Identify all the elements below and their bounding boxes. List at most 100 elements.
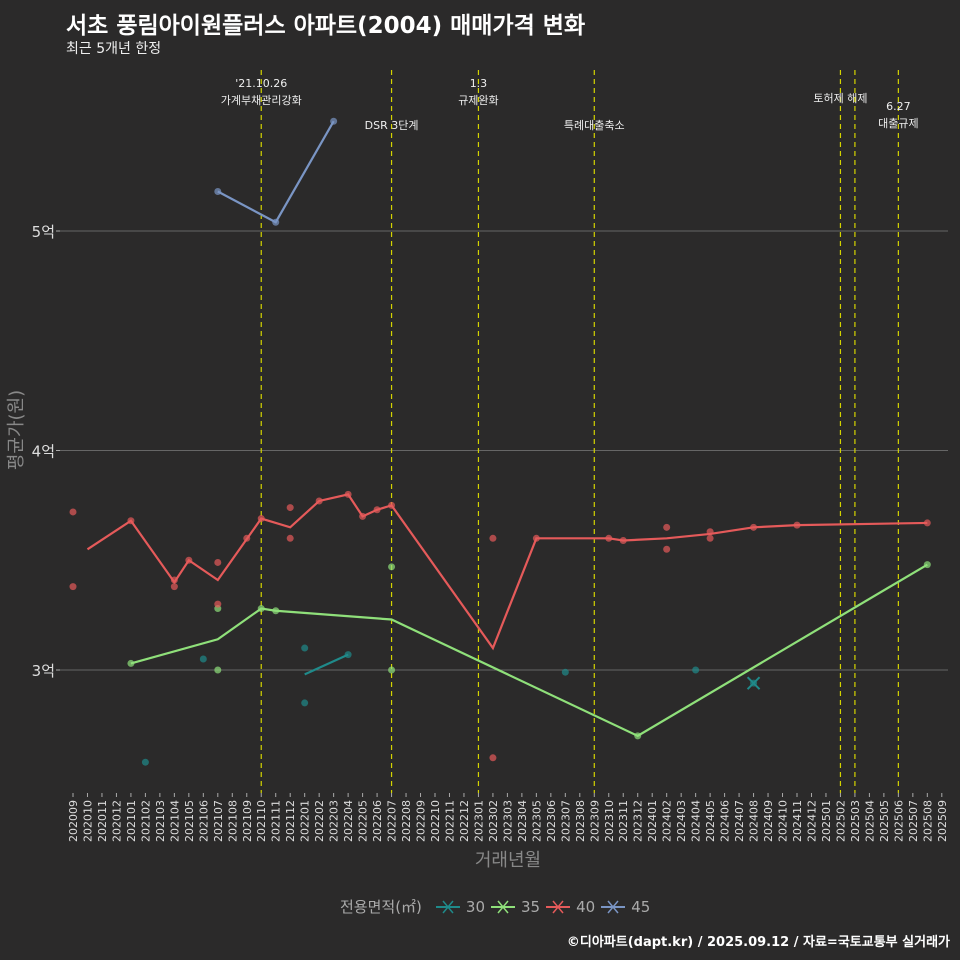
- x-tick-label: 202506: [892, 800, 905, 842]
- x-tick-label: 202408: [748, 800, 761, 842]
- event-label: 대출규제: [878, 117, 918, 130]
- x-tick-label: 202010: [81, 800, 94, 842]
- data-point-40: [388, 501, 396, 509]
- x-tick-label: 202012: [110, 800, 123, 842]
- x-tick-label: 202305: [530, 800, 543, 842]
- data-point-40: [69, 583, 77, 591]
- data-point-40: [170, 583, 178, 591]
- series-line-45: [217, 120, 335, 224]
- x-tick-label: 202112: [284, 800, 297, 842]
- data-point-35: [272, 607, 280, 615]
- x-tick-label: 202103: [154, 800, 167, 842]
- x-tick-label: 202304: [516, 800, 529, 842]
- chart-title: 서초 풍림아이원플러스 아파트(2004) 매매가격 변화: [66, 13, 586, 39]
- x-tick-label: 202503: [849, 800, 862, 842]
- x-tick-label: 202310: [603, 800, 616, 842]
- data-point-40: [605, 534, 613, 542]
- data-point-40: [532, 534, 540, 542]
- y-tick-label: 5억: [32, 223, 55, 241]
- x-tick-label: 202411: [791, 800, 804, 842]
- y-tick-label: 3억: [32, 662, 55, 680]
- data-point-40: [619, 536, 627, 544]
- data-point-40: [923, 519, 931, 527]
- x-tick-label: 202106: [197, 800, 210, 842]
- data-point-35: [634, 732, 642, 740]
- legend-swatch-icon: [601, 900, 626, 913]
- x-tick-label: 202009: [67, 800, 80, 842]
- data-point-40: [706, 528, 714, 536]
- event-label: 특례대출축소: [564, 119, 625, 132]
- data-point-40: [214, 600, 222, 608]
- x-tick-label: 202101: [125, 800, 138, 842]
- x-tick-label: 202205: [357, 800, 370, 842]
- event-label: 토허제 해제: [813, 91, 867, 105]
- highlight-x-marker: [746, 676, 761, 690]
- data-point-40: [793, 521, 801, 529]
- series-line-35: [130, 563, 928, 738]
- data-point-40: [706, 534, 714, 542]
- data-point-35: [214, 666, 222, 674]
- x-tick-label: 202206: [371, 800, 384, 842]
- data-point-45: [330, 117, 338, 125]
- chart-subtitle: 최근 5개년 한정: [66, 41, 162, 57]
- x-tick-label: 202011: [96, 800, 109, 842]
- x-tick-label: 202108: [226, 800, 239, 842]
- x-tick-label: 202309: [588, 800, 601, 842]
- data-point-40: [663, 545, 671, 553]
- data-point-40: [489, 754, 497, 762]
- data-point-40: [663, 523, 671, 531]
- x-tick-label: 202504: [863, 800, 876, 842]
- legend-item-45: 45: [601, 898, 650, 916]
- legend-label: 30: [465, 897, 485, 916]
- data-point-40: [286, 534, 294, 542]
- x-tick-label: 202407: [733, 800, 746, 842]
- x-tick-label: 202406: [719, 800, 732, 842]
- x-tick-label: 202204: [342, 800, 355, 842]
- x-tick-label: 202104: [168, 800, 181, 842]
- x-tick-label: 202505: [878, 800, 891, 842]
- data-point-40: [286, 504, 294, 512]
- x-tick-label: 202307: [559, 800, 572, 842]
- x-tick-label: 202412: [805, 800, 818, 842]
- series-line-30: [304, 653, 349, 676]
- x-tick-label: 202211: [443, 800, 456, 842]
- x-tick-label: 202401: [646, 800, 659, 842]
- data-point-30: [344, 651, 352, 659]
- x-tick-label: 202210: [429, 800, 442, 842]
- data-point-35: [388, 563, 396, 571]
- x-tick-label: 202110: [255, 800, 268, 842]
- x-tick-label: 202507: [907, 800, 920, 842]
- data-point-40: [373, 506, 381, 514]
- x-tick-label: 202111: [270, 800, 283, 842]
- x-tick-label: 202201: [299, 800, 312, 842]
- event-label: DSR 3단계: [365, 119, 419, 132]
- legend-item-35: 35: [491, 898, 540, 916]
- x-tick-label: 202311: [617, 800, 630, 842]
- x-tick-label: 202202: [313, 800, 326, 842]
- data-point-30: [301, 644, 309, 652]
- data-point-30: [199, 655, 207, 663]
- legend-swatch-icon: [491, 900, 515, 913]
- data-point-40: [257, 515, 265, 523]
- data-point-40: [127, 517, 135, 525]
- x-tick-label: 202403: [675, 800, 688, 842]
- data-point-35: [923, 561, 931, 569]
- data-point-35: [127, 659, 135, 667]
- x-tick-label: 202509: [936, 800, 949, 842]
- event-label: 1.3: [470, 77, 488, 90]
- x-tick-label: 202402: [661, 800, 674, 842]
- data-point-40: [344, 490, 352, 498]
- legend-item-40: 40: [546, 898, 595, 916]
- x-tick-label: 202308: [574, 800, 587, 842]
- data-point-40: [69, 508, 77, 516]
- legend-title: 전용면적(㎡): [340, 898, 422, 916]
- event-label: 6.27: [886, 100, 911, 113]
- data-point-40: [359, 512, 367, 520]
- series-line-40: [86, 493, 928, 651]
- x-tick-label: 202207: [386, 800, 399, 842]
- event-label: 가계부채관리강화: [221, 94, 302, 107]
- x-tick-label: 202107: [212, 800, 225, 842]
- legend: 전용면적(㎡) 30 35 40 45: [340, 896, 650, 917]
- data-point-40: [489, 534, 497, 542]
